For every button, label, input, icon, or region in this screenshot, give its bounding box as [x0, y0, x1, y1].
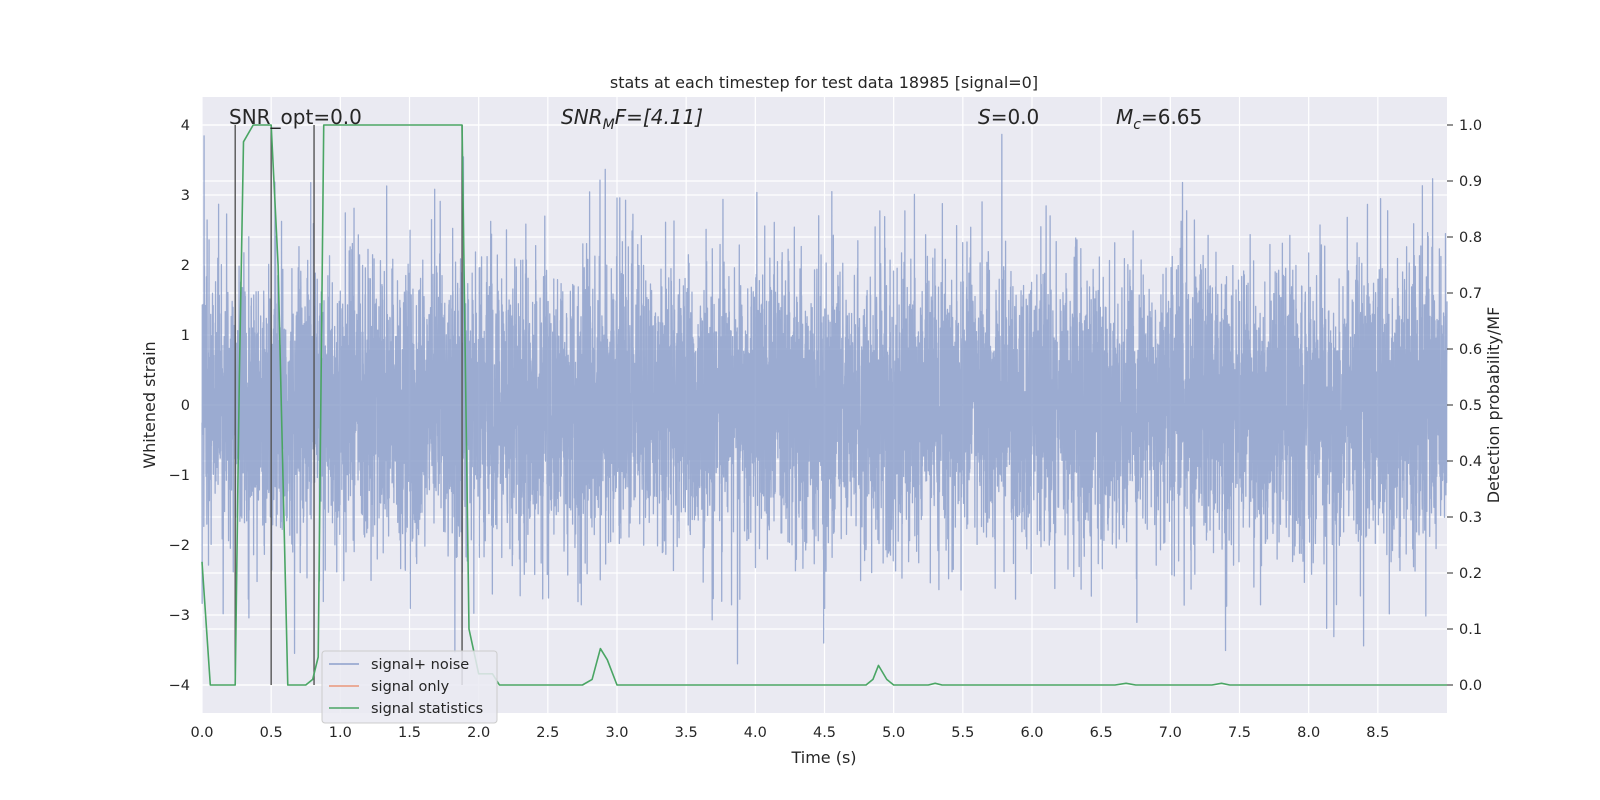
y-axis-ticks: 4 3 2 1 0 −1 −2 −3 −4	[169, 118, 190, 694]
x-tick-label-3: 1.5	[398, 725, 421, 741]
x-tick-label-12: 6.0	[1020, 725, 1043, 741]
y2-tick-label-7: 0.3	[1459, 510, 1482, 526]
y2-tick-label-10: 0.0	[1459, 678, 1482, 694]
y2-tick-label-2: 0.8	[1459, 230, 1482, 246]
x-tick-label-13: 6.5	[1090, 725, 1113, 741]
x-tick-label-2: 1.0	[329, 725, 352, 741]
y-tick-label-1: 3	[181, 188, 190, 204]
x-tick-label-10: 5.0	[882, 725, 905, 741]
signal-statistics-line	[201, 124, 1447, 686]
annotation-s: S=0.0	[978, 105, 1039, 129]
x-tick-label-6: 3.0	[605, 725, 628, 741]
y-axis-label: Whitened strain	[140, 341, 159, 468]
y-tick-label-4: 0	[181, 398, 190, 414]
x-tick-label-15: 7.5	[1228, 725, 1251, 741]
legend-label-signal-noise: signal+ noise	[371, 657, 469, 673]
signal-statistics-series	[201, 124, 1447, 686]
y2-tick-label-5: 0.5	[1459, 398, 1482, 414]
y-tick-label-0: 4	[181, 118, 190, 134]
y-tick-label-5: −1	[169, 468, 190, 484]
signal-noise-series	[201, 133, 1448, 665]
x-tick-label-17: 8.5	[1366, 725, 1389, 741]
annotation-snr-mf: SNRMF=[4.11]	[561, 105, 703, 133]
x-tick-label-14: 7.0	[1159, 725, 1182, 741]
x-tick-label-7: 3.5	[675, 725, 698, 741]
chart-title: stats at each timestep for test data 189…	[610, 73, 1038, 92]
y2-tick-label-3: 0.7	[1459, 286, 1482, 302]
y2-tick-label-8: 0.2	[1459, 566, 1482, 582]
y2-tick-label-0: 1.0	[1459, 118, 1482, 134]
y-tick-label-8: −4	[169, 678, 190, 694]
y-tick-label-2: 2	[181, 258, 190, 274]
x-tick-label-16: 8.0	[1297, 725, 1320, 741]
legend-box	[321, 650, 498, 724]
y2-tick-label-6: 0.4	[1459, 454, 1482, 470]
y-tick-label-6: −2	[169, 538, 190, 554]
y-tick-label-3: 1	[181, 328, 190, 344]
x-tick-label-0: 0.0	[190, 725, 213, 741]
x-tick-label-11: 5.5	[951, 725, 974, 741]
x-tick-label-1: 0.5	[260, 725, 283, 741]
x-tick-label-8: 4.0	[744, 725, 767, 741]
y2-tick-label-9: 0.1	[1459, 622, 1482, 638]
legend: signal+ noise signal only signal statist…	[321, 650, 498, 724]
x-axis-ticks: 0.0 0.5 1.0 1.5 2.0 2.5 3.0 3.5 4.0 4.5 5.0 5.5 6.0 6…	[190, 725, 1389, 741]
signal-noise-line	[201, 133, 1448, 665]
y2-axis-label: Detection probability/MF	[1484, 307, 1503, 504]
legend-label-signal-only: signal only	[371, 679, 450, 695]
y-tick-label-7: −3	[169, 608, 190, 624]
annotation-snr-opt: SNR_opt=0.0	[229, 105, 362, 129]
x-tick-label-4: 2.0	[467, 725, 490, 741]
annotation-mc: Mc=6.65	[1116, 105, 1202, 133]
x-tick-label-9: 4.5	[813, 725, 836, 741]
x-axis-label: Time (s)	[790, 748, 856, 767]
x-tick-label-5: 2.5	[536, 725, 559, 741]
y2-tick-label-1: 0.9	[1459, 174, 1482, 190]
y2-tick-label-4: 0.6	[1459, 342, 1482, 358]
legend-label-signal-statistics: signal statistics	[371, 701, 483, 717]
vertical-markers	[234, 125, 463, 685]
y2-axis-ticks: 1.0 0.9 0.8 0.7 0.6 0.5 0.4 0.3 0.2 0.1 0.0	[1447, 118, 1482, 694]
